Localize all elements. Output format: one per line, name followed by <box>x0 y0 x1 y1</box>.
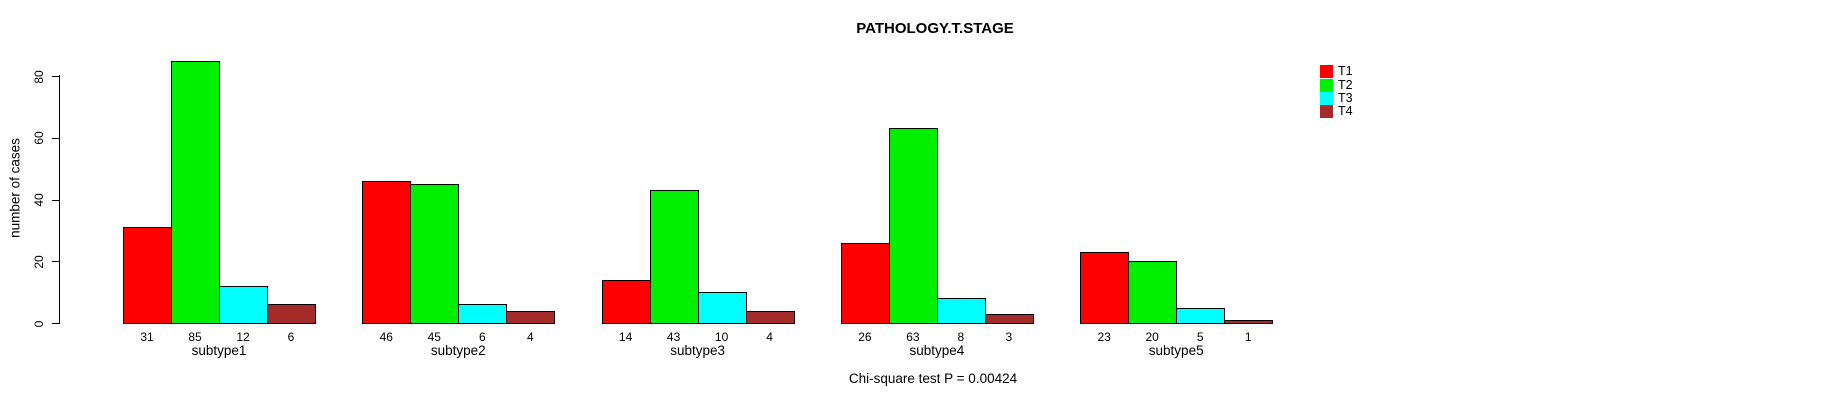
bar-value-label: 4 <box>766 330 773 344</box>
bar-t3-subtype4 <box>936 298 986 324</box>
bar-value-label: 46 <box>379 330 393 344</box>
chi-square-annotation: Chi-square test P = 0.00424 <box>848 371 1018 386</box>
legend-item-t3: T3 <box>1320 90 1353 105</box>
bar-t2-subtype2 <box>410 184 460 324</box>
bar-t4-subtype5 <box>1224 320 1274 324</box>
bar-t2-subtype5 <box>1128 261 1178 324</box>
bar-t3-subtype2 <box>458 304 508 324</box>
bar-value-label: 6 <box>478 330 486 344</box>
bar-value-label: 43 <box>666 330 681 344</box>
y-tick-label: 60 <box>32 131 46 145</box>
bar-value-label: 5 <box>1196 330 1204 344</box>
y-tick <box>52 323 59 324</box>
bar-value-label: 63 <box>906 330 920 344</box>
y-tick <box>52 261 59 263</box>
bar-value-label: 45 <box>427 330 441 344</box>
y-axis-line <box>59 75 60 324</box>
bar-value-label: 4 <box>526 330 534 344</box>
bar-t4-subtype1 <box>267 304 316 324</box>
bar-t3-subtype3 <box>697 292 747 324</box>
bar-t3-subtype1 <box>219 286 268 324</box>
legend-item-t1: T1 <box>1320 64 1353 79</box>
bar-t1-subtype4 <box>840 243 890 324</box>
bar-value-label: 1 <box>1244 330 1252 344</box>
legend-label: T4 <box>1338 104 1353 119</box>
bar-t2-subtype4 <box>888 128 938 324</box>
y-tick-label: 0 <box>32 320 46 327</box>
category-label-subtype3: subtype3 <box>670 343 725 358</box>
y-tick-label: 20 <box>32 255 46 269</box>
category-label-subtype5: subtype5 <box>1148 343 1204 358</box>
bar-value-label: 31 <box>140 330 154 344</box>
bar-value-label: 20 <box>1145 330 1159 344</box>
bar-value-label: 12 <box>236 330 250 344</box>
bar-t1-subtype5 <box>1080 252 1130 324</box>
bar-t1-subtype2 <box>362 181 412 324</box>
category-label-subtype2: subtype2 <box>430 343 486 358</box>
legend-label: T2 <box>1338 77 1353 92</box>
bar-t4-subtype3 <box>745 311 795 324</box>
bar-value-label: 26 <box>858 330 872 344</box>
legend-item-t4: T4 <box>1320 104 1353 119</box>
y-tick <box>52 199 59 201</box>
y-tick <box>52 76 59 77</box>
legend-swatch-t2 <box>1320 78 1333 92</box>
bar-t2-subtype3 <box>649 190 699 324</box>
category-label-subtype1: subtype1 <box>191 343 247 358</box>
bar-value-label: 3 <box>1005 330 1013 344</box>
bar-t4-subtype2 <box>506 311 556 324</box>
bar-value-label: 85 <box>188 330 202 344</box>
legend-label: T3 <box>1338 90 1353 105</box>
y-tick <box>52 137 59 139</box>
legend-swatch-t3 <box>1320 91 1333 105</box>
chart-title: PATHOLOGY.T.STAGE <box>856 20 1014 37</box>
bar-t2-subtype1 <box>171 61 220 324</box>
y-tick-label: 40 <box>32 193 46 207</box>
legend-item-t2: T2 <box>1320 77 1353 92</box>
y-axis-title: number of cases <box>7 138 23 238</box>
legend-label: T1 <box>1338 64 1353 79</box>
bar-value-label: 10 <box>714 330 729 344</box>
legend: T1 T2 T3 T4 <box>1320 65 1353 119</box>
bar-value-label: 8 <box>957 330 965 344</box>
bar-value-label: 6 <box>287 330 295 344</box>
legend-swatch-t1 <box>1320 65 1333 79</box>
bar-t4-subtype4 <box>984 314 1034 324</box>
bar-t3-subtype5 <box>1176 308 1226 324</box>
bar-t1-subtype3 <box>601 280 651 324</box>
bar-value-label: 23 <box>1097 330 1111 344</box>
bar-t1-subtype1 <box>123 227 172 324</box>
legend-swatch-t4 <box>1320 105 1333 119</box>
y-tick-label: 80 <box>32 69 46 84</box>
category-label-subtype4: subtype4 <box>909 343 965 358</box>
bar-value-label: 14 <box>618 330 633 344</box>
